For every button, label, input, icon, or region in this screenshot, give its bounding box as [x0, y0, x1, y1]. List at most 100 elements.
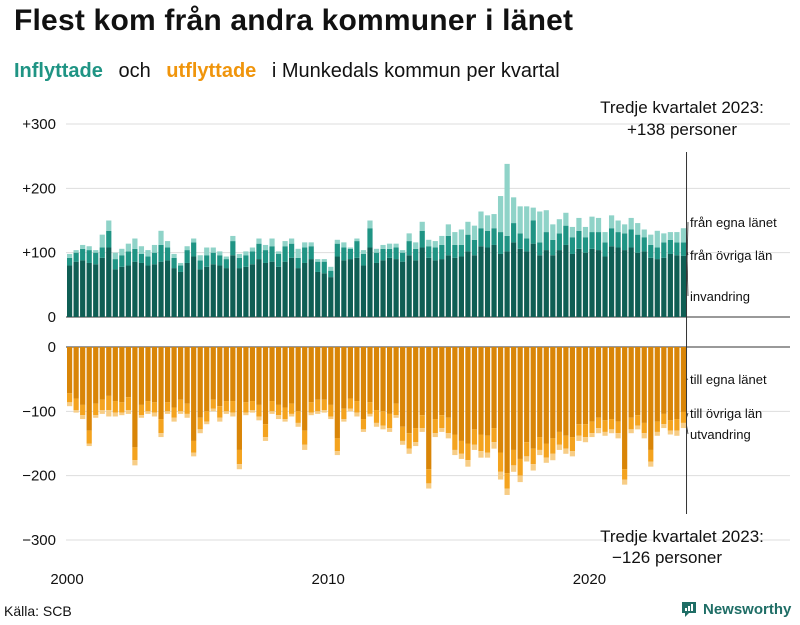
bar-in-2-53 — [413, 242, 419, 249]
bar-out-2-77 — [569, 451, 576, 457]
bar-in-1-31 — [269, 246, 275, 262]
bar-out-0-59 — [452, 347, 458, 435]
bar-out-0-43 — [347, 347, 353, 399]
bar-in-1-3 — [86, 250, 92, 263]
bar-in-0-62 — [471, 255, 478, 317]
bar-in-0-76 — [563, 244, 569, 317]
bar-in-2-18 — [184, 246, 190, 251]
bar-in-0-55 — [426, 257, 432, 317]
bar-in-1-50 — [393, 247, 399, 260]
bar-in-0-94 — [680, 255, 687, 317]
brand-name: Newsworthy — [703, 600, 792, 618]
bar-in-2-74 — [550, 224, 556, 240]
newsworthy-brand[interactable]: Newsworthy — [680, 600, 791, 618]
bar-out-1-71 — [530, 448, 536, 465]
bar-out-0-14 — [158, 347, 164, 420]
bar-in-0-83 — [608, 246, 615, 317]
bar-out-0-66 — [497, 347, 504, 453]
bar-in-0-27 — [243, 266, 249, 317]
bar-out-2-76 — [563, 448, 569, 454]
bar-in-0-20 — [197, 269, 203, 317]
bar-out-1-12 — [145, 401, 151, 412]
bar-out-1-28 — [249, 401, 256, 411]
bar-in-1-72 — [537, 242, 543, 256]
bar-out-2-73 — [543, 457, 549, 463]
bar-out-2-29 — [256, 416, 262, 421]
bar-in-0-29 — [256, 259, 262, 317]
bar-out-2-28 — [249, 410, 256, 413]
bar-in-2-92 — [667, 232, 673, 240]
bar-in-2-31 — [269, 238, 275, 247]
bar-in-2-78 — [576, 217, 582, 231]
bar-out-2-5 — [99, 410, 105, 414]
bar-out-2-22 — [210, 408, 216, 412]
bar-in-0-16 — [171, 268, 177, 317]
bar-out-2-50 — [393, 415, 399, 418]
bar-out-0-44 — [354, 347, 360, 402]
bar-in-2-83 — [608, 215, 615, 229]
xtick-label-2010: 2010 — [312, 571, 345, 588]
bar-in-0-79 — [582, 252, 589, 317]
bar-out-2-75 — [556, 444, 562, 450]
bar-in-0-5 — [99, 257, 105, 317]
bar-out-0-38 — [315, 347, 321, 400]
chart-title: Flest kom från andra kommuner i länet — [14, 4, 574, 37]
bar-out-0-80 — [589, 347, 595, 422]
bar-out-0-78 — [576, 347, 582, 425]
bar-out-2-11 — [138, 415, 145, 418]
bar-out-1-5 — [99, 399, 105, 411]
bar-out-0-29 — [256, 347, 262, 405]
bar-out-0-64 — [484, 347, 491, 436]
bar-in-0-46 — [367, 247, 373, 317]
bar-out-1-55 — [426, 469, 432, 484]
bar-out-1-11 — [138, 404, 145, 416]
bar-out-1-76 — [563, 435, 569, 449]
bar-in-2-77 — [569, 226, 576, 238]
bar-in-2-13 — [151, 244, 158, 253]
xtick-label-2020: 2020 — [573, 571, 606, 588]
bar-in-2-27 — [243, 251, 249, 256]
bar-out-1-69 — [517, 458, 523, 476]
bar-in-0-19 — [191, 256, 197, 317]
bar-in-1-53 — [413, 248, 419, 261]
bar-out-2-26 — [236, 464, 242, 470]
bar-out-2-14 — [158, 433, 164, 438]
bar-out-2-17 — [178, 411, 184, 414]
bar-in-2-85 — [622, 224, 628, 234]
bar-out-1-38 — [315, 399, 321, 412]
bar-out-2-53 — [413, 442, 419, 447]
bar-out-1-16 — [171, 407, 177, 418]
bar-in-1-35 — [295, 257, 301, 269]
bar-in-2-20 — [197, 255, 203, 261]
bar-out-1-86 — [628, 417, 634, 430]
bar-out-0-61 — [465, 347, 471, 444]
subtitle-och: och — [118, 60, 151, 82]
bar-out-2-55 — [426, 483, 432, 489]
bar-in-1-48 — [380, 248, 386, 261]
bar-out-0-17 — [178, 347, 184, 400]
ytick-label-in-0: 0 — [48, 309, 56, 326]
bar-in-2-82 — [602, 232, 608, 243]
bar-in-1-64 — [484, 230, 491, 248]
bar-out-0-27 — [243, 347, 249, 403]
bar-out-0-7 — [112, 347, 118, 402]
bar-out-2-41 — [334, 451, 340, 456]
bar-in-1-74 — [550, 239, 556, 256]
bar-in-2-10 — [132, 238, 138, 249]
bar-in-2-58 — [445, 224, 451, 236]
bar-out-1-58 — [445, 417, 451, 434]
bar-in-1-13 — [151, 252, 158, 265]
bar-in-2-76 — [563, 212, 569, 226]
bar-out-1-78 — [576, 424, 582, 436]
bar-out-0-73 — [543, 347, 549, 444]
bar-out-1-41 — [334, 438, 340, 452]
bar-in-2-48 — [380, 244, 386, 249]
bar-in-0-77 — [569, 253, 576, 317]
bar-in-2-5 — [99, 234, 105, 248]
bar-out-0-45 — [360, 347, 367, 420]
bar-out-1-45 — [360, 419, 367, 430]
bar-in-1-73 — [543, 232, 549, 251]
newsworthy-logo-icon — [682, 602, 696, 617]
bar-in-2-60 — [458, 229, 464, 245]
bar-out-1-24 — [223, 401, 229, 412]
